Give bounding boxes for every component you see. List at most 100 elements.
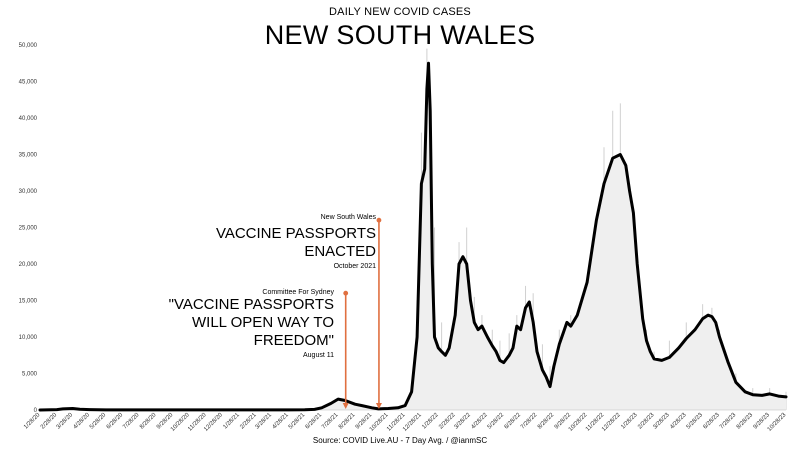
x-tick-label: 12/28/22 <box>601 412 622 433</box>
data-point <box>238 409 241 411</box>
annotation-text: "VACCINE PASSPORTS WILL OPEN WAY TO FREE… <box>150 296 334 350</box>
annotation-arrowhead <box>375 403 382 409</box>
x-tick-label: 6/28/21 <box>305 412 324 431</box>
data-point <box>645 340 648 342</box>
data-point <box>477 329 479 331</box>
annotation-committee-for-sydney: Committee For Sydney "VACCINE PASSPORTS … <box>150 289 334 359</box>
data-point <box>433 336 436 338</box>
data-point <box>321 407 323 409</box>
data-point <box>138 409 140 411</box>
x-tick-label: 5/28/23 <box>686 412 705 431</box>
data-point <box>718 336 721 338</box>
data-point <box>172 409 174 411</box>
data-point <box>619 153 621 156</box>
data-point <box>576 314 578 316</box>
data-point <box>337 398 339 400</box>
data-point <box>62 408 64 410</box>
x-tick-label: 7/28/22 <box>520 412 539 431</box>
data-point <box>255 409 257 411</box>
data-point <box>516 325 518 327</box>
x-tick-label: 4/28/20 <box>73 412 92 431</box>
data-point <box>72 407 74 410</box>
x-tick-label: 8/28/21 <box>338 412 357 431</box>
x-tick-label: 1/28/20 <box>23 412 42 431</box>
y-tick-label: 30,000 <box>19 189 38 195</box>
x-tick-label: 12/28/20 <box>203 412 224 433</box>
data-point <box>56 409 58 411</box>
annotation-line: WILL OPEN WAY TO <box>192 314 334 331</box>
x-tick-label: 6/28/23 <box>703 412 722 431</box>
data-point <box>205 409 207 411</box>
data-point <box>427 62 430 64</box>
data-point <box>88 409 91 411</box>
x-tick-label: 5/28/22 <box>487 412 506 431</box>
x-tick-label: 3/28/20 <box>56 412 75 431</box>
y-tick-label: 25,000 <box>19 226 38 232</box>
x-tick-label: 8/28/22 <box>537 412 556 431</box>
data-point <box>520 329 522 331</box>
annotation-arrowhead <box>342 403 349 409</box>
data-point <box>448 347 450 349</box>
data-point <box>744 391 746 393</box>
data-point <box>462 256 464 258</box>
chart-title: NEW SOUTH WALES <box>264 20 536 50</box>
x-tick-label: 5/28/20 <box>89 412 108 431</box>
data-point <box>570 325 572 327</box>
data-point <box>429 110 431 112</box>
data-point <box>503 361 505 364</box>
data-point <box>387 407 389 410</box>
data-point <box>612 157 614 159</box>
x-tick-label: 5/28/21 <box>288 412 307 431</box>
annotation-new-south-wales: New South Wales VACCINE PASSPORTS ENACTE… <box>200 214 376 270</box>
data-point <box>397 407 399 409</box>
data-point <box>649 351 651 353</box>
x-tick-label: 1/28/22 <box>421 412 440 431</box>
data-point <box>566 321 568 323</box>
annotation-date: August 11 <box>302 352 334 359</box>
annotation-line: FREEDOM" <box>253 332 334 349</box>
data-point <box>536 351 538 353</box>
annotation-line: "VACCINE PASSPORTS <box>168 296 334 313</box>
data-point <box>636 263 638 265</box>
data-point <box>562 332 564 334</box>
y-tick-label: 20,000 <box>19 262 38 268</box>
data-point <box>586 281 588 283</box>
data-point <box>287 409 290 411</box>
data-point <box>454 314 456 316</box>
data-point <box>486 336 488 338</box>
data-point <box>79 408 81 410</box>
data-point <box>553 365 555 367</box>
x-tick-label: 10/28/23 <box>767 412 788 433</box>
data-point <box>458 263 460 265</box>
data-point <box>715 321 717 323</box>
data-point <box>314 408 316 411</box>
data-point <box>678 347 680 349</box>
data-point <box>549 386 551 388</box>
data-point <box>371 407 373 409</box>
data-point <box>545 376 547 378</box>
data-point <box>761 394 763 396</box>
chart-subtitle: DAILY NEW COVID CASES <box>329 6 471 18</box>
x-tick-label: 4/28/23 <box>669 412 688 431</box>
data-point <box>711 315 713 318</box>
annotation-dot <box>376 217 382 223</box>
x-tick-label: 1/28/23 <box>620 412 639 431</box>
data-point <box>330 402 332 405</box>
x-tick-label: 6/28/22 <box>504 412 523 431</box>
data-point <box>632 212 635 214</box>
daily-area <box>40 63 786 411</box>
data-point <box>499 359 501 361</box>
data-point <box>437 347 439 349</box>
data-point <box>694 329 696 331</box>
data-point <box>661 359 663 361</box>
data-point <box>105 409 107 411</box>
x-tick-label: 8/28/23 <box>736 412 755 431</box>
data-point <box>420 183 423 185</box>
data-point <box>769 393 771 395</box>
x-tick-label: 7/28/20 <box>122 412 141 431</box>
y-tick-label: 5,000 <box>22 372 38 378</box>
data-point <box>668 356 670 359</box>
data-point <box>558 343 560 345</box>
data-point <box>629 190 631 192</box>
